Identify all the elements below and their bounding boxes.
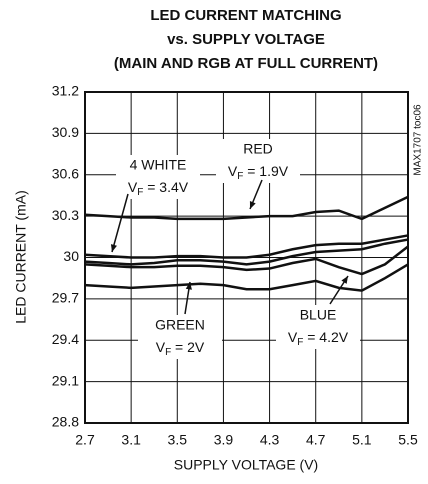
vf-prefix: V [128,179,138,195]
label-bg [276,305,360,349]
x-axis-label: SUPPLY VOLTAGE (V) [174,457,318,473]
vf-prefix: V [288,329,298,345]
x-tick-label: 3.5 [168,432,188,448]
x-tick-label: 5.5 [398,432,418,448]
title-line: vs. SUPPLY VOLTAGE [167,31,325,48]
y-tick-label: 30.9 [52,124,79,140]
annotation-vf: VF = 1.9V [228,163,289,182]
annotation-vf: VF = 3.4V [128,179,189,198]
x-tick-label: 2.7 [75,432,95,448]
vf-value: = 1.9V [243,163,288,179]
arrow-head [249,201,256,209]
annotation-name: 4 WHITE [130,157,187,173]
x-tick-label: 4.3 [260,432,280,448]
annotation-name: BLUE [300,307,337,323]
annotation-vf: VF = 4.2V [288,329,349,348]
plot-frame [84,91,409,424]
y-tick-label: 29.1 [52,372,79,388]
annotation-name: RED [243,141,273,157]
title-line: (MAIN AND RGB AT FULL CURRENT) [114,55,378,72]
arrow-head [185,282,192,290]
vf-prefix: V [156,339,166,355]
x-tick-label: 5.1 [352,432,372,448]
arrow-shaft [111,193,129,253]
x-tick-label: 3.1 [121,432,141,448]
y-tick-label: 31.2 [52,83,79,99]
vf-sub: F [297,337,303,348]
series-line [84,245,409,276]
x-tick-label: 3.9 [214,432,234,448]
y-axis-label: LED CURRENT (mA) [13,190,29,324]
annotation-vf: VF = 2V [156,339,205,358]
y-tick-label: 29.4 [52,331,79,347]
y-tick-label: 30.3 [52,207,79,223]
series-line [84,195,409,221]
vf-prefix: V [228,163,238,179]
y-tick-label: 30.6 [52,165,79,181]
series-line [84,238,409,266]
series-line [84,234,409,259]
label-bg [116,155,200,199]
vf-value: = 3.4V [143,179,188,195]
y-tick-label: 30 [63,248,79,264]
label-bg [216,139,300,183]
y-tick-label: 28.8 [52,414,79,430]
side-note: MAX1707 toc06 [413,104,424,176]
vf-sub: F [137,187,143,198]
vf-value: = 2V [171,339,205,355]
vf-sub: F [165,347,171,358]
y-tick-label: 29.7 [52,290,79,306]
arrow-head [110,244,117,252]
label-bg [138,315,222,359]
arrow-head [341,276,348,284]
annotation-name: GREEN [155,317,205,333]
series-line [84,263,409,292]
title-line: LED CURRENT MATCHING [150,7,341,24]
vf-sub: F [237,171,243,182]
vf-value: = 4.2V [303,329,348,345]
x-tick-label: 4.7 [306,432,326,448]
